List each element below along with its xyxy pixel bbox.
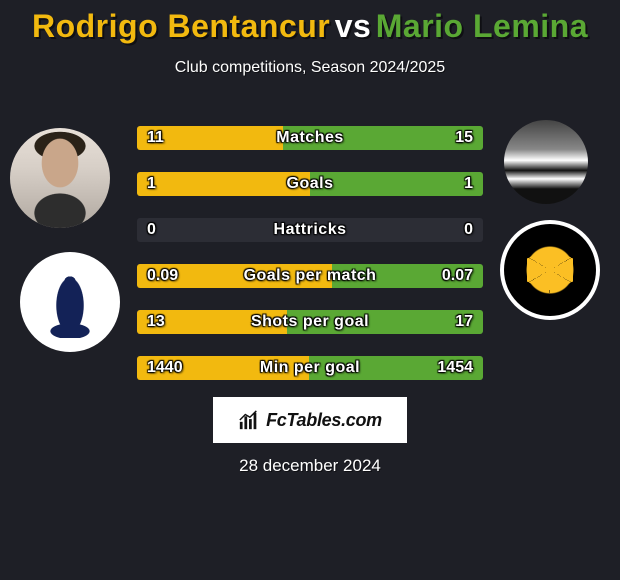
watermark-text: FcTables.com (266, 410, 382, 431)
stat-row: 1440Min per goal1454 (137, 356, 483, 380)
player1-avatar (10, 128, 110, 228)
watermark: FcTables.com (213, 397, 407, 443)
club2-crest (500, 220, 600, 320)
subtitle: Club competitions, Season 2024/2025 (0, 59, 620, 77)
player2-avatar (504, 120, 588, 204)
stat-row: 11Matches15 (137, 126, 483, 150)
stat-row: 0.09Goals per match0.07 (137, 264, 483, 288)
vs-label: vs (335, 8, 372, 44)
snapshot-date: 28 december 2024 (0, 456, 620, 476)
stat-bar-fill (137, 310, 483, 334)
comparison-title: Rodrigo Bentancur vs Mario Lemina (0, 0, 620, 45)
stat-bar-fill (137, 264, 483, 288)
stat-bars: 11Matches15 1Goals1 0Hattricks0 0.09Goals p… (137, 126, 483, 380)
stat-row: 0Hattricks0 (137, 218, 483, 242)
stat-bar-fill (137, 356, 483, 380)
stat-bar-fill (137, 218, 483, 242)
player2-name: Mario Lemina (376, 8, 588, 44)
stat-bar-fill (137, 172, 483, 196)
stat-bar-fill (137, 126, 483, 150)
club1-crest (20, 252, 120, 352)
chart-icon (238, 409, 260, 431)
stat-row: 13Shots per goal17 (137, 310, 483, 334)
stat-row: 1Goals1 (137, 172, 483, 196)
player1-name: Rodrigo Bentancur (32, 8, 330, 44)
